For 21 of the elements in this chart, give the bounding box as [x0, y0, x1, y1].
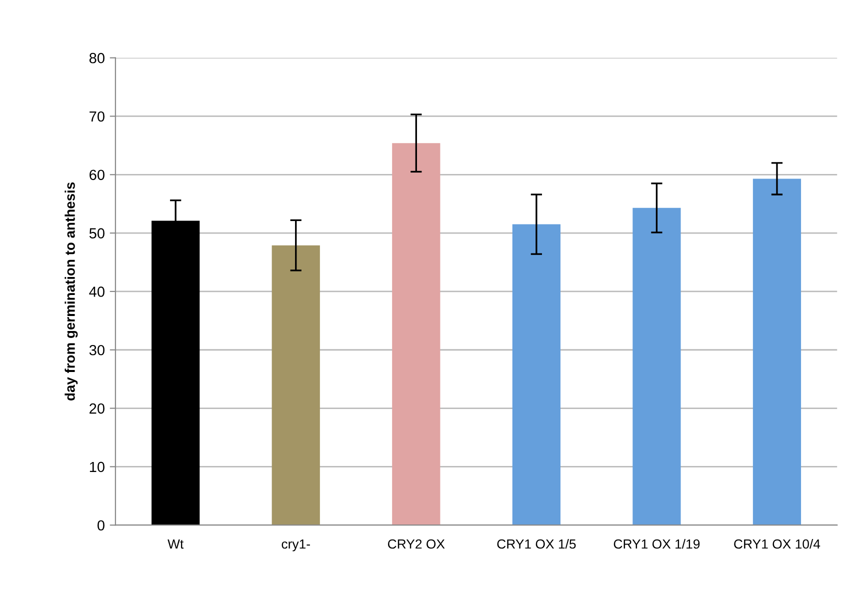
y-tick-label: 40: [89, 286, 104, 297]
y-tick-label: 0: [98, 520, 104, 531]
bar: [272, 245, 320, 526]
x-tick-label: CRY1 OX 1/5: [497, 538, 576, 549]
y-tick-label: 10: [90, 462, 104, 472]
bar: [392, 143, 440, 526]
y-axis-title: day from germination to anthesis: [64, 182, 78, 400]
y-tick-label: 70: [90, 111, 104, 122]
y-tick-label: 20: [90, 403, 104, 414]
y-tick-label: 30: [89, 344, 104, 356]
bar: [512, 224, 560, 526]
x-tick-label: CRY1 OX 10/4: [734, 538, 820, 549]
x-tick-label: CRY2 OX: [388, 539, 445, 549]
y-tick-label: 80: [89, 52, 104, 64]
y-tick-label: 60: [90, 170, 104, 180]
x-tick-label: CRY1 OX 1/19: [614, 538, 700, 549]
bar: [632, 208, 681, 526]
y-tick-label: 50: [89, 228, 104, 238]
x-tick-label: cry1-: [282, 539, 310, 552]
x-tick-label: Wt: [168, 539, 184, 549]
bar: [752, 178, 802, 526]
